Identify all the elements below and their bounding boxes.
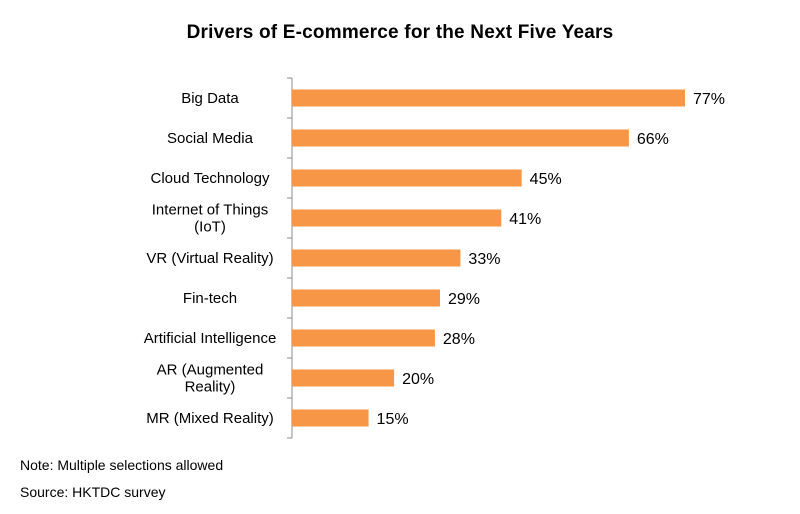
chart-title: Drivers of E-commerce for the Next Five … <box>186 22 614 43</box>
category-label: Internet of Things (IoT) <box>152 202 268 236</box>
bars <box>292 89 685 427</box>
category-label: Cloud Technology <box>151 170 270 187</box>
value-label: 15% <box>377 411 409 428</box>
bar <box>292 409 369 427</box>
source-text: Source: HKTDC survey <box>20 484 166 500</box>
category-label: VR (Virtual Reality) <box>146 250 273 267</box>
y-axis-ticks <box>287 77 292 439</box>
value-label: 33% <box>468 251 500 268</box>
note-text: Note: Multiple selections allowed <box>20 457 224 473</box>
value-labels: 77% 66% 45% 41% 33% 29% 28% 20% 15% <box>377 91 725 428</box>
category-label: MR (Mixed Reality) <box>146 410 274 427</box>
category-label: AR (Augmented Reality) <box>157 362 264 396</box>
value-label: 45% <box>530 171 562 188</box>
value-label: 28% <box>443 331 475 348</box>
bar <box>292 169 522 187</box>
bar <box>292 89 685 107</box>
bar <box>292 209 502 227</box>
bar <box>292 289 441 307</box>
category-label: Social Media <box>167 130 254 147</box>
category-labels: Big Data Social Media Cloud Technology Inte… <box>144 90 277 427</box>
bar <box>292 329 435 347</box>
value-label: 77% <box>693 91 725 108</box>
value-label: 29% <box>448 291 480 308</box>
category-label: Fin-tech <box>183 290 237 307</box>
value-label: 41% <box>509 211 541 228</box>
bar <box>292 369 395 387</box>
value-label: 20% <box>402 371 434 388</box>
bar <box>292 249 461 267</box>
category-label: Big Data <box>181 90 239 107</box>
value-label: 66% <box>637 131 669 148</box>
bar <box>292 129 629 147</box>
category-label: Artificial Intelligence <box>144 330 277 347</box>
